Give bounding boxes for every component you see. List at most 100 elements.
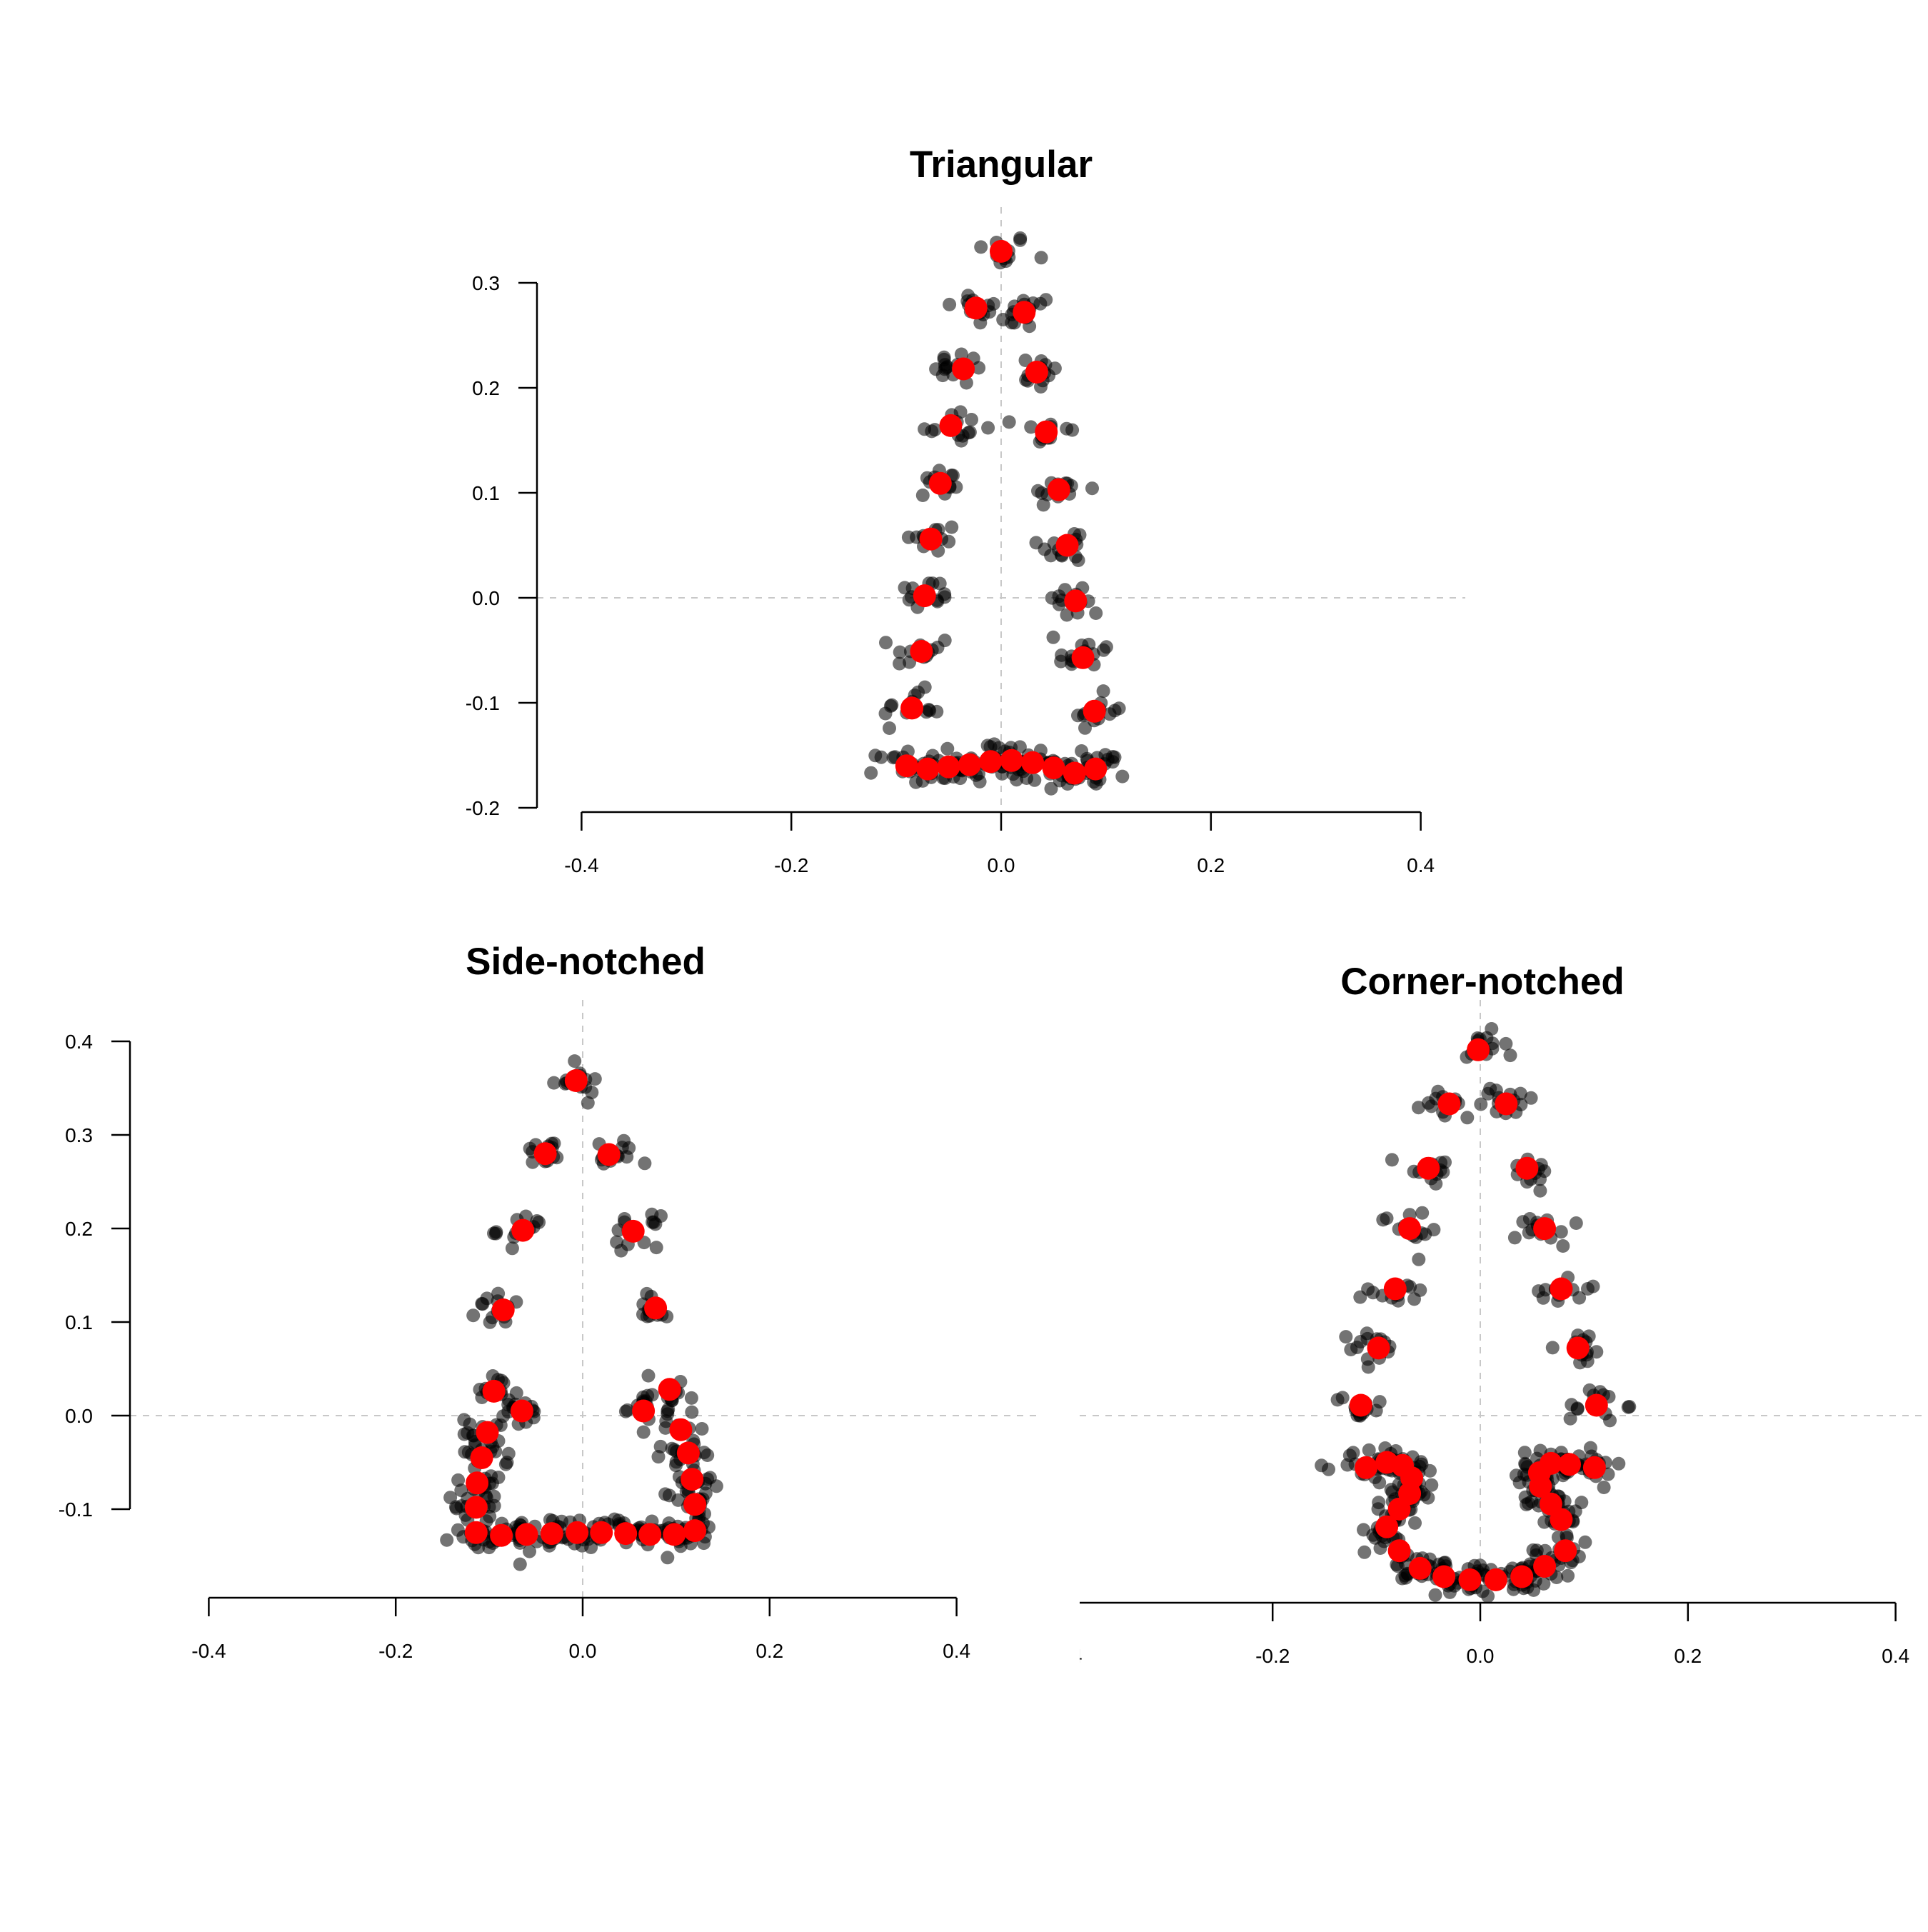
sample-point bbox=[1427, 1223, 1441, 1237]
sample-point bbox=[1603, 1413, 1617, 1428]
sample-point bbox=[1054, 654, 1068, 669]
y-tick-label: -0.2 bbox=[466, 797, 500, 819]
sample-point bbox=[1372, 1476, 1387, 1490]
sample-point bbox=[940, 741, 955, 756]
sample-point bbox=[1339, 1330, 1353, 1344]
mean-point bbox=[979, 750, 1003, 774]
mean-point bbox=[466, 1471, 489, 1495]
sample-point bbox=[1428, 1588, 1442, 1602]
mean-point bbox=[476, 1421, 499, 1444]
y-tick-label: 0.1 bbox=[65, 1311, 93, 1333]
sample-point bbox=[885, 698, 899, 712]
sample-point bbox=[1570, 1402, 1585, 1416]
sample-point bbox=[1335, 1391, 1350, 1405]
sample-point bbox=[451, 1473, 466, 1487]
mean-point bbox=[1566, 1336, 1590, 1360]
sample-point bbox=[485, 1476, 499, 1491]
sample-point bbox=[621, 1403, 635, 1417]
mean-point bbox=[1035, 420, 1058, 444]
y-tick-label: 0.3 bbox=[65, 1124, 93, 1146]
y-axis: -0.1 0.0 0.1 0.2 0.3 0.4 bbox=[59, 1031, 131, 1521]
sample-point bbox=[458, 1445, 472, 1459]
sample-point bbox=[1024, 420, 1038, 434]
y-tick-label: 0.4 bbox=[65, 1031, 93, 1053]
sample-point bbox=[938, 587, 952, 601]
mean-point bbox=[1484, 1568, 1507, 1591]
title-triangular: Triangular bbox=[910, 144, 1093, 186]
y-tick-label: 0.0 bbox=[472, 587, 500, 609]
mean-point bbox=[1533, 1217, 1557, 1241]
mean-point bbox=[1071, 646, 1095, 669]
sample-point bbox=[1517, 1446, 1532, 1460]
sample-point bbox=[1372, 1395, 1387, 1409]
sample-point bbox=[523, 1544, 536, 1558]
sample-point bbox=[1096, 643, 1110, 657]
mean-point bbox=[1387, 1539, 1411, 1563]
sample-point bbox=[1065, 423, 1080, 437]
mean-point bbox=[1554, 1539, 1577, 1563]
mean-point bbox=[1047, 478, 1070, 501]
sample-point bbox=[1044, 781, 1058, 796]
mean-point bbox=[515, 1523, 538, 1546]
mean-point bbox=[669, 1418, 693, 1441]
sample-point bbox=[1036, 498, 1050, 512]
plot-area-side-notched: -0.4 -0.2 0.0 0.2 0.4 -0.1 0.0 0.1 0.2 0.3 0.4 bbox=[59, 1000, 1043, 1662]
sample-point bbox=[893, 656, 907, 671]
sample-point bbox=[1002, 415, 1016, 429]
mean-point bbox=[939, 414, 963, 437]
mean-point bbox=[990, 239, 1013, 263]
mean-point bbox=[1064, 589, 1088, 613]
mean-point bbox=[1437, 1092, 1461, 1116]
mean-point bbox=[1084, 757, 1108, 781]
data-layer bbox=[130, 1000, 1043, 1598]
x-axis: -0.4 -0.2 0.0 0.2 0.4 bbox=[191, 1596, 970, 1662]
sample-point bbox=[868, 749, 883, 763]
mean-point bbox=[590, 1521, 613, 1544]
mean-point bbox=[1042, 756, 1065, 780]
mean-point bbox=[566, 1521, 589, 1544]
sample-point bbox=[1031, 484, 1045, 498]
sample-point bbox=[1353, 1290, 1367, 1304]
mean-point bbox=[510, 1399, 533, 1423]
sample-point bbox=[945, 520, 959, 534]
sample-point bbox=[1537, 1576, 1551, 1591]
sample-point bbox=[938, 634, 952, 648]
mean-point bbox=[676, 1441, 700, 1465]
sample-point bbox=[1524, 1091, 1538, 1105]
mean-point bbox=[952, 357, 975, 381]
sample-point bbox=[1425, 1478, 1439, 1492]
y-tick-label: 0.1 bbox=[472, 482, 500, 504]
sample-point bbox=[466, 1308, 481, 1323]
sample-point bbox=[1423, 1463, 1437, 1478]
sample-point bbox=[953, 405, 968, 419]
mean-point bbox=[1467, 1038, 1490, 1061]
sample-point bbox=[1010, 773, 1024, 787]
mean-point bbox=[1495, 1092, 1518, 1116]
mean-point bbox=[1367, 1336, 1390, 1360]
mean-point bbox=[511, 1218, 535, 1242]
x-tick-label: 0.4 bbox=[943, 1640, 970, 1662]
mean-point bbox=[491, 1298, 515, 1321]
sample-point bbox=[614, 1243, 628, 1258]
sample-point bbox=[973, 774, 987, 789]
sample-point bbox=[1582, 1383, 1597, 1397]
x-axis: -0.4 -0.2 0.0 0.2 0.4 bbox=[564, 811, 1435, 876]
sample-point bbox=[930, 704, 944, 719]
sample-point bbox=[489, 1225, 503, 1239]
title-side-notched: Side-notched bbox=[466, 941, 706, 983]
sample-point bbox=[649, 1241, 663, 1255]
sample-point bbox=[898, 581, 912, 595]
sample-point bbox=[981, 421, 995, 435]
sample-point bbox=[1390, 1559, 1405, 1573]
sample-point bbox=[1046, 630, 1060, 644]
mean-point bbox=[1025, 361, 1048, 384]
sample-point bbox=[918, 422, 932, 436]
sample-point bbox=[1560, 1528, 1574, 1542]
sample-point bbox=[665, 1441, 679, 1456]
x-tick-label: -0.4 bbox=[564, 854, 598, 876]
sample-point bbox=[1503, 1048, 1517, 1063]
sample-point bbox=[1362, 1443, 1376, 1457]
sample-point bbox=[1530, 1543, 1544, 1558]
